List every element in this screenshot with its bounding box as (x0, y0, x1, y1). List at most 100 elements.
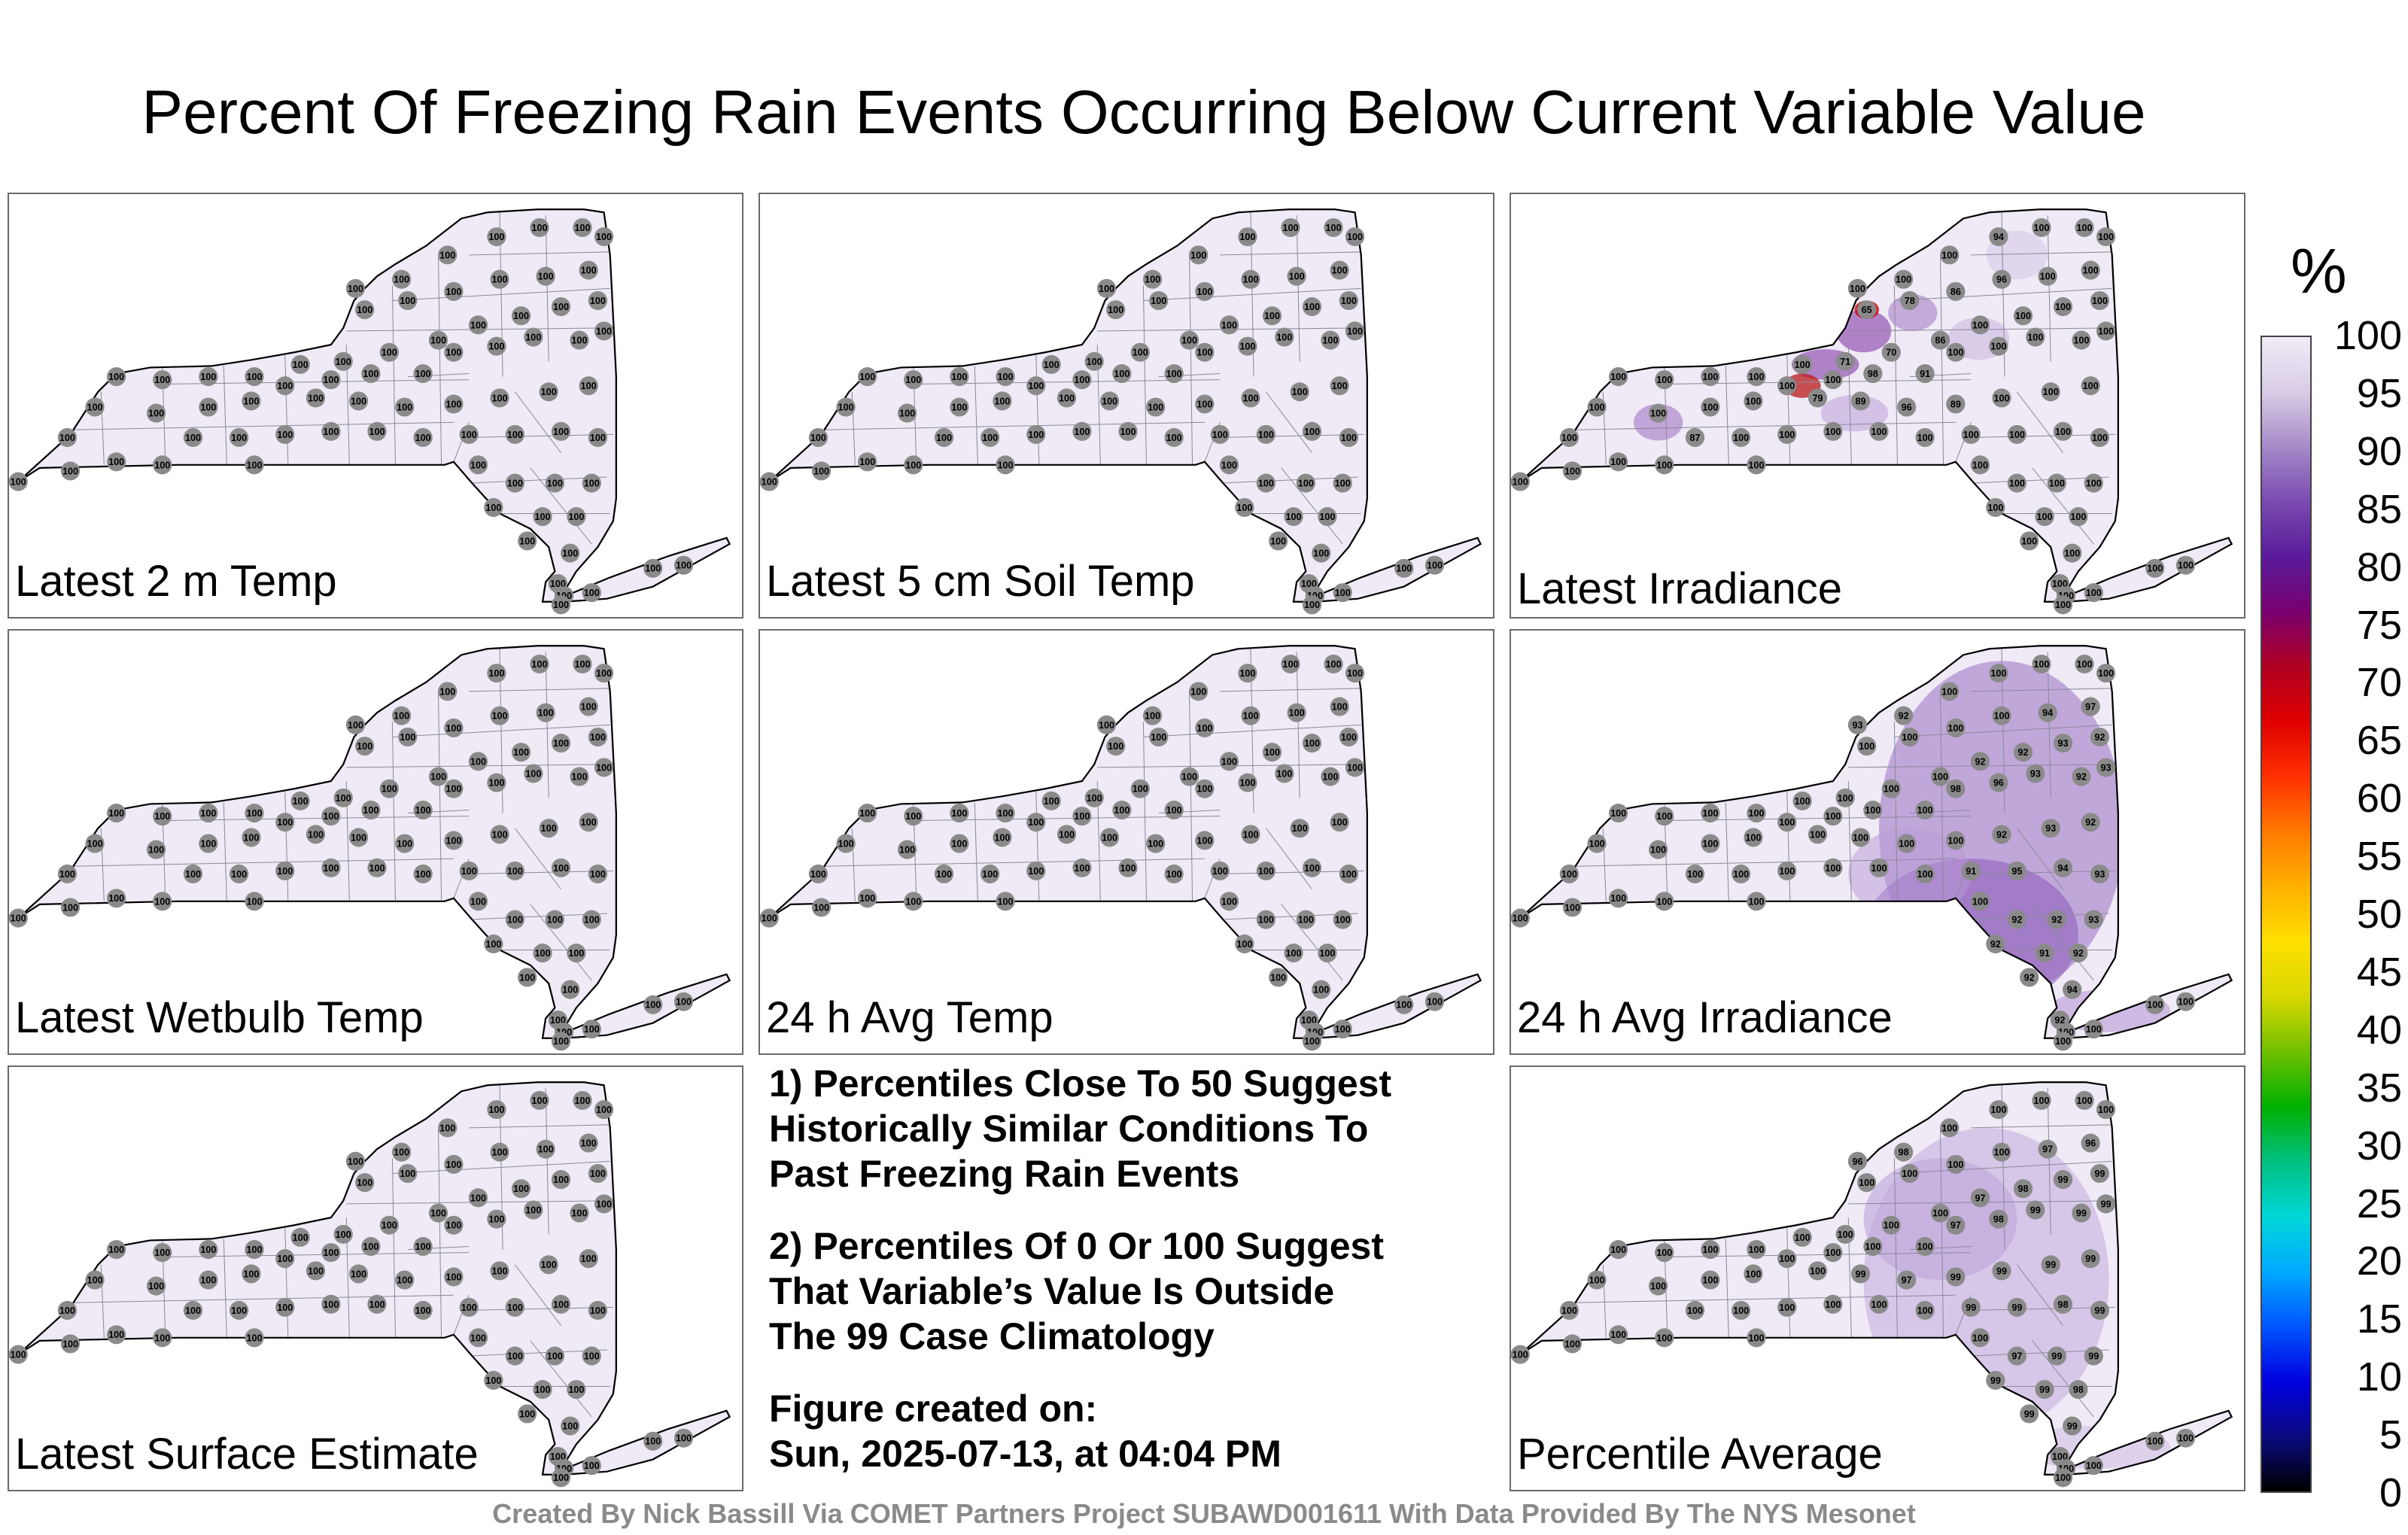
svg-text:100: 100 (1702, 1275, 1718, 1285)
station-marker: 100 (1823, 807, 1843, 826)
station-marker: 100 (57, 864, 78, 883)
svg-text:100: 100 (859, 457, 875, 467)
station-marker: 100 (1992, 706, 2011, 725)
svg-text:100: 100 (596, 232, 612, 242)
station-marker: 100 (1777, 1249, 1797, 1269)
station-marker: 100 (1195, 718, 1215, 737)
station-marker: 100 (1302, 595, 1322, 615)
county-boundary (284, 355, 289, 465)
station-marker: 100 (2007, 473, 2027, 493)
svg-text:100: 100 (1564, 1339, 1580, 1349)
svg-text:100: 100 (363, 369, 379, 379)
svg-text:99: 99 (2094, 1169, 2105, 1179)
svg-text:100: 100 (1120, 863, 1136, 874)
svg-text:100: 100 (293, 360, 309, 370)
svg-text:100: 100 (382, 1220, 397, 1231)
station-marker: 100 (1744, 1264, 1763, 1284)
county-boundary (821, 858, 1205, 867)
station-marker: 100 (199, 367, 218, 387)
svg-text:100: 100 (1335, 588, 1351, 598)
svg-text:100: 100 (2037, 512, 2053, 522)
station-marker: 100 (242, 391, 261, 411)
station-marker: 95 (2007, 861, 2027, 880)
svg-text:100: 100 (2052, 1451, 2068, 1462)
station-marker: 100 (459, 424, 479, 444)
svg-text:100: 100 (1322, 772, 1338, 783)
svg-text:100: 100 (1795, 1233, 1811, 1243)
svg-text:100: 100 (400, 296, 415, 306)
county-boundary (392, 287, 610, 302)
svg-text:100: 100 (994, 832, 1010, 843)
svg-text:100: 100 (243, 1269, 259, 1279)
svg-text:87: 87 (1689, 433, 1700, 443)
station-marker: 100 (980, 427, 1000, 447)
station-marker: 100 (2053, 297, 2073, 317)
svg-text:100: 100 (445, 1160, 461, 1170)
station-marker: 100 (2090, 427, 2110, 447)
svg-text:100: 100 (445, 399, 461, 409)
svg-text:100: 100 (1610, 1330, 1626, 1340)
svg-text:99: 99 (2039, 1385, 2050, 1395)
svg-text:100: 100 (571, 1208, 587, 1219)
svg-text:100: 100 (2009, 430, 2025, 440)
svg-text:100: 100 (1341, 433, 1357, 443)
svg-text:100: 100 (1561, 1306, 1577, 1316)
svg-text:100: 100 (1993, 711, 2009, 722)
svg-text:100: 100 (584, 479, 600, 489)
county-boundary (1142, 285, 1147, 465)
svg-text:100: 100 (1074, 375, 1090, 385)
county-boundary (392, 1160, 610, 1175)
station-marker: 100 (153, 807, 172, 826)
svg-text:99: 99 (1996, 1266, 2007, 1276)
station-marker: 94 (2063, 980, 2082, 999)
station-marker: 100 (321, 807, 341, 826)
station-marker: 100 (1130, 779, 1150, 798)
station-marker: 100 (306, 388, 326, 408)
county-boundary (1893, 285, 1898, 465)
station-marker: 100 (567, 1380, 586, 1400)
station-marker: 100 (505, 424, 525, 444)
station-marker: 100 (1312, 543, 1331, 563)
svg-text:92: 92 (2017, 747, 2028, 758)
station-marker: 100 (1146, 397, 1166, 417)
station-marker: 100 (1099, 828, 1120, 847)
station-marker: 100 (673, 1428, 694, 1448)
station-marker: 100 (487, 1209, 506, 1229)
station-marker: 92 (2047, 910, 2066, 929)
svg-text:100: 100 (574, 659, 590, 670)
station-marker: 100 (1345, 758, 1365, 777)
station-marker: 100 (321, 858, 341, 877)
station-marker: 100 (1118, 421, 1138, 441)
station-marker: 100 (490, 1142, 509, 1162)
svg-text:100: 100 (1702, 1245, 1718, 1255)
station-marker: 100 (524, 1200, 543, 1220)
svg-text:100: 100 (1987, 503, 2003, 513)
svg-text:100: 100 (513, 747, 529, 758)
station-marker: 100 (1302, 734, 1322, 753)
svg-text:100: 100 (200, 808, 216, 819)
svg-text:100: 100 (277, 1302, 293, 1313)
station-marker: 97 (1897, 1270, 1917, 1290)
station-marker: 100 (444, 1154, 464, 1174)
station-marker: 100 (245, 455, 264, 475)
svg-text:100: 100 (2027, 333, 2043, 343)
svg-text:92: 92 (2094, 732, 2105, 743)
svg-text:100: 100 (2033, 1096, 2049, 1106)
station-marker: 100 (1339, 727, 1359, 747)
station-marker: 100 (1339, 864, 1359, 883)
ny-state-map: 100 100 100 100 100 100 100 100 100 100 100 100 100 1… (9, 645, 731, 1051)
station-marker: 65 (1857, 300, 1877, 320)
svg-text:100: 100 (507, 866, 523, 877)
station-marker: 100 (199, 397, 218, 417)
station-marker: 100 (468, 455, 488, 475)
svg-text:100: 100 (1151, 296, 1166, 306)
svg-text:100: 100 (2043, 387, 2059, 397)
svg-text:100: 100 (584, 1461, 600, 1471)
station-marker: 100 (2053, 1032, 2073, 1051)
county-boundary (821, 421, 1205, 430)
county-boundary (2032, 1340, 2094, 1418)
station-marker: 100 (1424, 555, 1445, 575)
station-marker: 100 (1940, 682, 1960, 701)
svg-text:100: 100 (2086, 479, 2102, 489)
svg-text:100: 100 (525, 1205, 541, 1216)
